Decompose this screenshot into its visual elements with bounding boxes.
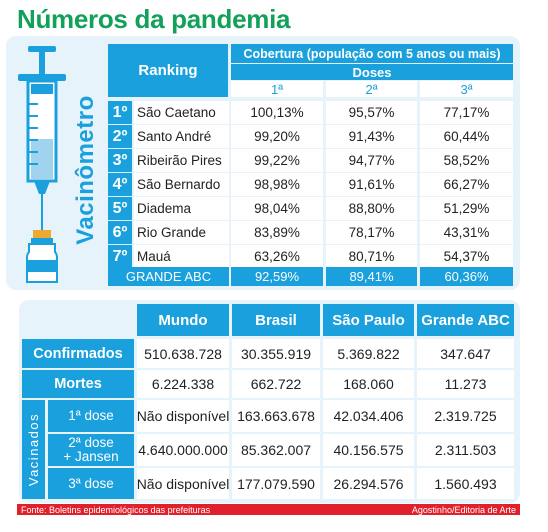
vaccinated-dose-2-value: 2.311.503: [417, 434, 514, 466]
vaccinated-dose-1-value: 163.663.678: [232, 400, 320, 432]
coverage-dose-3: 58,52%: [420, 149, 513, 172]
footer-bar: Fonte: Boletins epidemiológicos das pref…: [17, 504, 520, 515]
col-header-sao-paulo: São Paulo: [323, 304, 414, 336]
vacinados-label: Vacinados: [22, 400, 45, 499]
coverage-dose-3: 66,27%: [420, 173, 513, 196]
page-title: Números da pandemia: [17, 4, 291, 34]
rank-number: 5º: [108, 197, 132, 220]
coverage-dose-1: 98,98%: [231, 173, 323, 196]
city-name: São Caetano: [134, 101, 229, 124]
doses-header: Doses: [231, 64, 513, 80]
vaccinated-dose-3-value: 177.079.590: [232, 468, 320, 499]
ranking-header: Ranking: [108, 44, 228, 97]
city-name: Ribeirão Pires: [134, 149, 229, 172]
dose-1-header: 1ª: [231, 81, 323, 97]
city-name: Diadema: [134, 197, 229, 220]
vaccinated-dose-1-value: 42.034.406: [323, 400, 414, 432]
dose-3-header: 3ª: [420, 81, 513, 97]
confirmados-value: 347.647: [417, 339, 514, 368]
ranking-row: 6º Rio Grande 83,89% 78,17% 43,31%: [108, 221, 513, 244]
syringe-icon: [18, 46, 66, 283]
city-name: Santo André: [134, 125, 229, 148]
ranking-row: 5º Diadema 98,04% 88,80% 51,29%: [108, 197, 513, 220]
rank-number: 1º: [108, 101, 132, 124]
coverage-dose-2: 91,43%: [326, 125, 417, 148]
coverage-dose-1: 100,13%: [231, 101, 323, 124]
ranking-row: 1º São Caetano 100,13% 95,57% 77,17%: [108, 101, 513, 124]
vaccinated-dose-2-value: 85.362.007: [232, 434, 320, 466]
ranking-row: 7º Mauá 63,26% 80,71% 54,37%: [108, 245, 513, 268]
city-name: Mauá: [134, 245, 229, 268]
grande-abc-row: GRANDE ABC 92,59% 89,41% 60,36%: [108, 267, 513, 286]
col-header-grande-abc: Grande ABC: [417, 304, 514, 336]
vaccinated-dose-3-value: 1.560.493: [417, 468, 514, 499]
coverage-dose-2: 88,80%: [326, 197, 417, 220]
vaccinated-dose-3-value: 26.294.576: [323, 468, 414, 499]
coverage-dose-1: 83,89%: [231, 221, 323, 244]
coverage-header: Cobertura (população com 5 anos ou mais): [231, 44, 513, 63]
rank-number: 6º: [108, 221, 132, 244]
credit-note: Agostinho/Editoria de Arte: [411, 504, 516, 515]
city-name: Rio Grande: [134, 221, 229, 244]
mortes-value: 168.060: [323, 370, 414, 398]
confirmados-value: 510.638.728: [137, 339, 229, 368]
dose-2-header: 2ª: [326, 81, 417, 97]
grande-abc-label: GRANDE ABC: [108, 267, 229, 286]
coverage-dose-1: 98,04%: [231, 197, 323, 220]
city-name: São Bernardo: [134, 173, 229, 196]
col-header-brasil: Brasil: [232, 304, 320, 336]
vaccinated-dose-label: 3ª dose: [48, 468, 134, 499]
vaccinated-dose-2-value: 40.156.575: [323, 434, 414, 466]
vaccinated-dose-label: 2ª dose + Jansen: [48, 434, 134, 466]
coverage-dose-2: 80,71%: [326, 245, 417, 268]
mortes-value: 11.273: [417, 370, 514, 398]
coverage-dose-1: 63,26%: [231, 245, 323, 268]
row-label-confirmados: Confirmados: [22, 339, 134, 368]
col-header-mundo: Mundo: [137, 304, 229, 336]
rank-number: 2º: [108, 125, 132, 148]
confirmados-value: 5.369.822: [323, 339, 414, 368]
vacinometro-text: Vacinômetro: [72, 95, 100, 245]
vaccinated-dose-label: 1ª dose: [48, 400, 134, 432]
vacinados-text: Vacinados: [26, 412, 41, 487]
rank-number: 7º: [108, 245, 132, 268]
vaccinated-dose-2-value: 4.640.000.000: [137, 434, 229, 466]
coverage-dose-2: 78,17%: [326, 221, 417, 244]
vaccinated-dose-1-value: Não disponível: [137, 400, 229, 432]
coverage-dose-3: 60,44%: [420, 125, 513, 148]
rank-number: 4º: [108, 173, 132, 196]
mortes-value: 6.224.338: [137, 370, 229, 398]
row-label-mortes: Mortes: [22, 370, 134, 398]
source-note: Fonte: Boletins epidemiológicos das pref…: [21, 504, 211, 515]
coverage-dose-1: 99,20%: [231, 125, 323, 148]
ranking-row: 4º São Bernardo 98,98% 91,61% 66,27%: [108, 173, 513, 196]
coverage-dose-2: 91,61%: [326, 173, 417, 196]
vaccinated-dose-1-value: 2.319.725: [417, 400, 514, 432]
mortes-value: 662.722: [232, 370, 320, 398]
ranking-row: 2º Santo André 99,20% 91,43% 60,44%: [108, 125, 513, 148]
coverage-dose-3: 54,37%: [420, 245, 513, 268]
vacinometro-label: Vacinômetro: [72, 50, 100, 290]
coverage-dose-2: 94,77%: [326, 149, 417, 172]
grande-abc-dose-3: 60,36%: [420, 267, 513, 286]
confirmados-value: 30.355.919: [232, 339, 320, 368]
coverage-dose-1: 99,22%: [231, 149, 323, 172]
grande-abc-dose-2: 89,41%: [326, 267, 417, 286]
rank-number: 3º: [108, 149, 132, 172]
coverage-dose-2: 95,57%: [326, 101, 417, 124]
ranking-row: 3º Ribeirão Pires 99,22% 94,77% 58,52%: [108, 149, 513, 172]
vaccinated-dose-3-value: Não disponível: [137, 468, 229, 499]
coverage-dose-3: 77,17%: [420, 101, 513, 124]
coverage-dose-3: 43,31%: [420, 221, 513, 244]
grande-abc-dose-1: 92,59%: [231, 267, 323, 286]
coverage-dose-3: 51,29%: [420, 197, 513, 220]
